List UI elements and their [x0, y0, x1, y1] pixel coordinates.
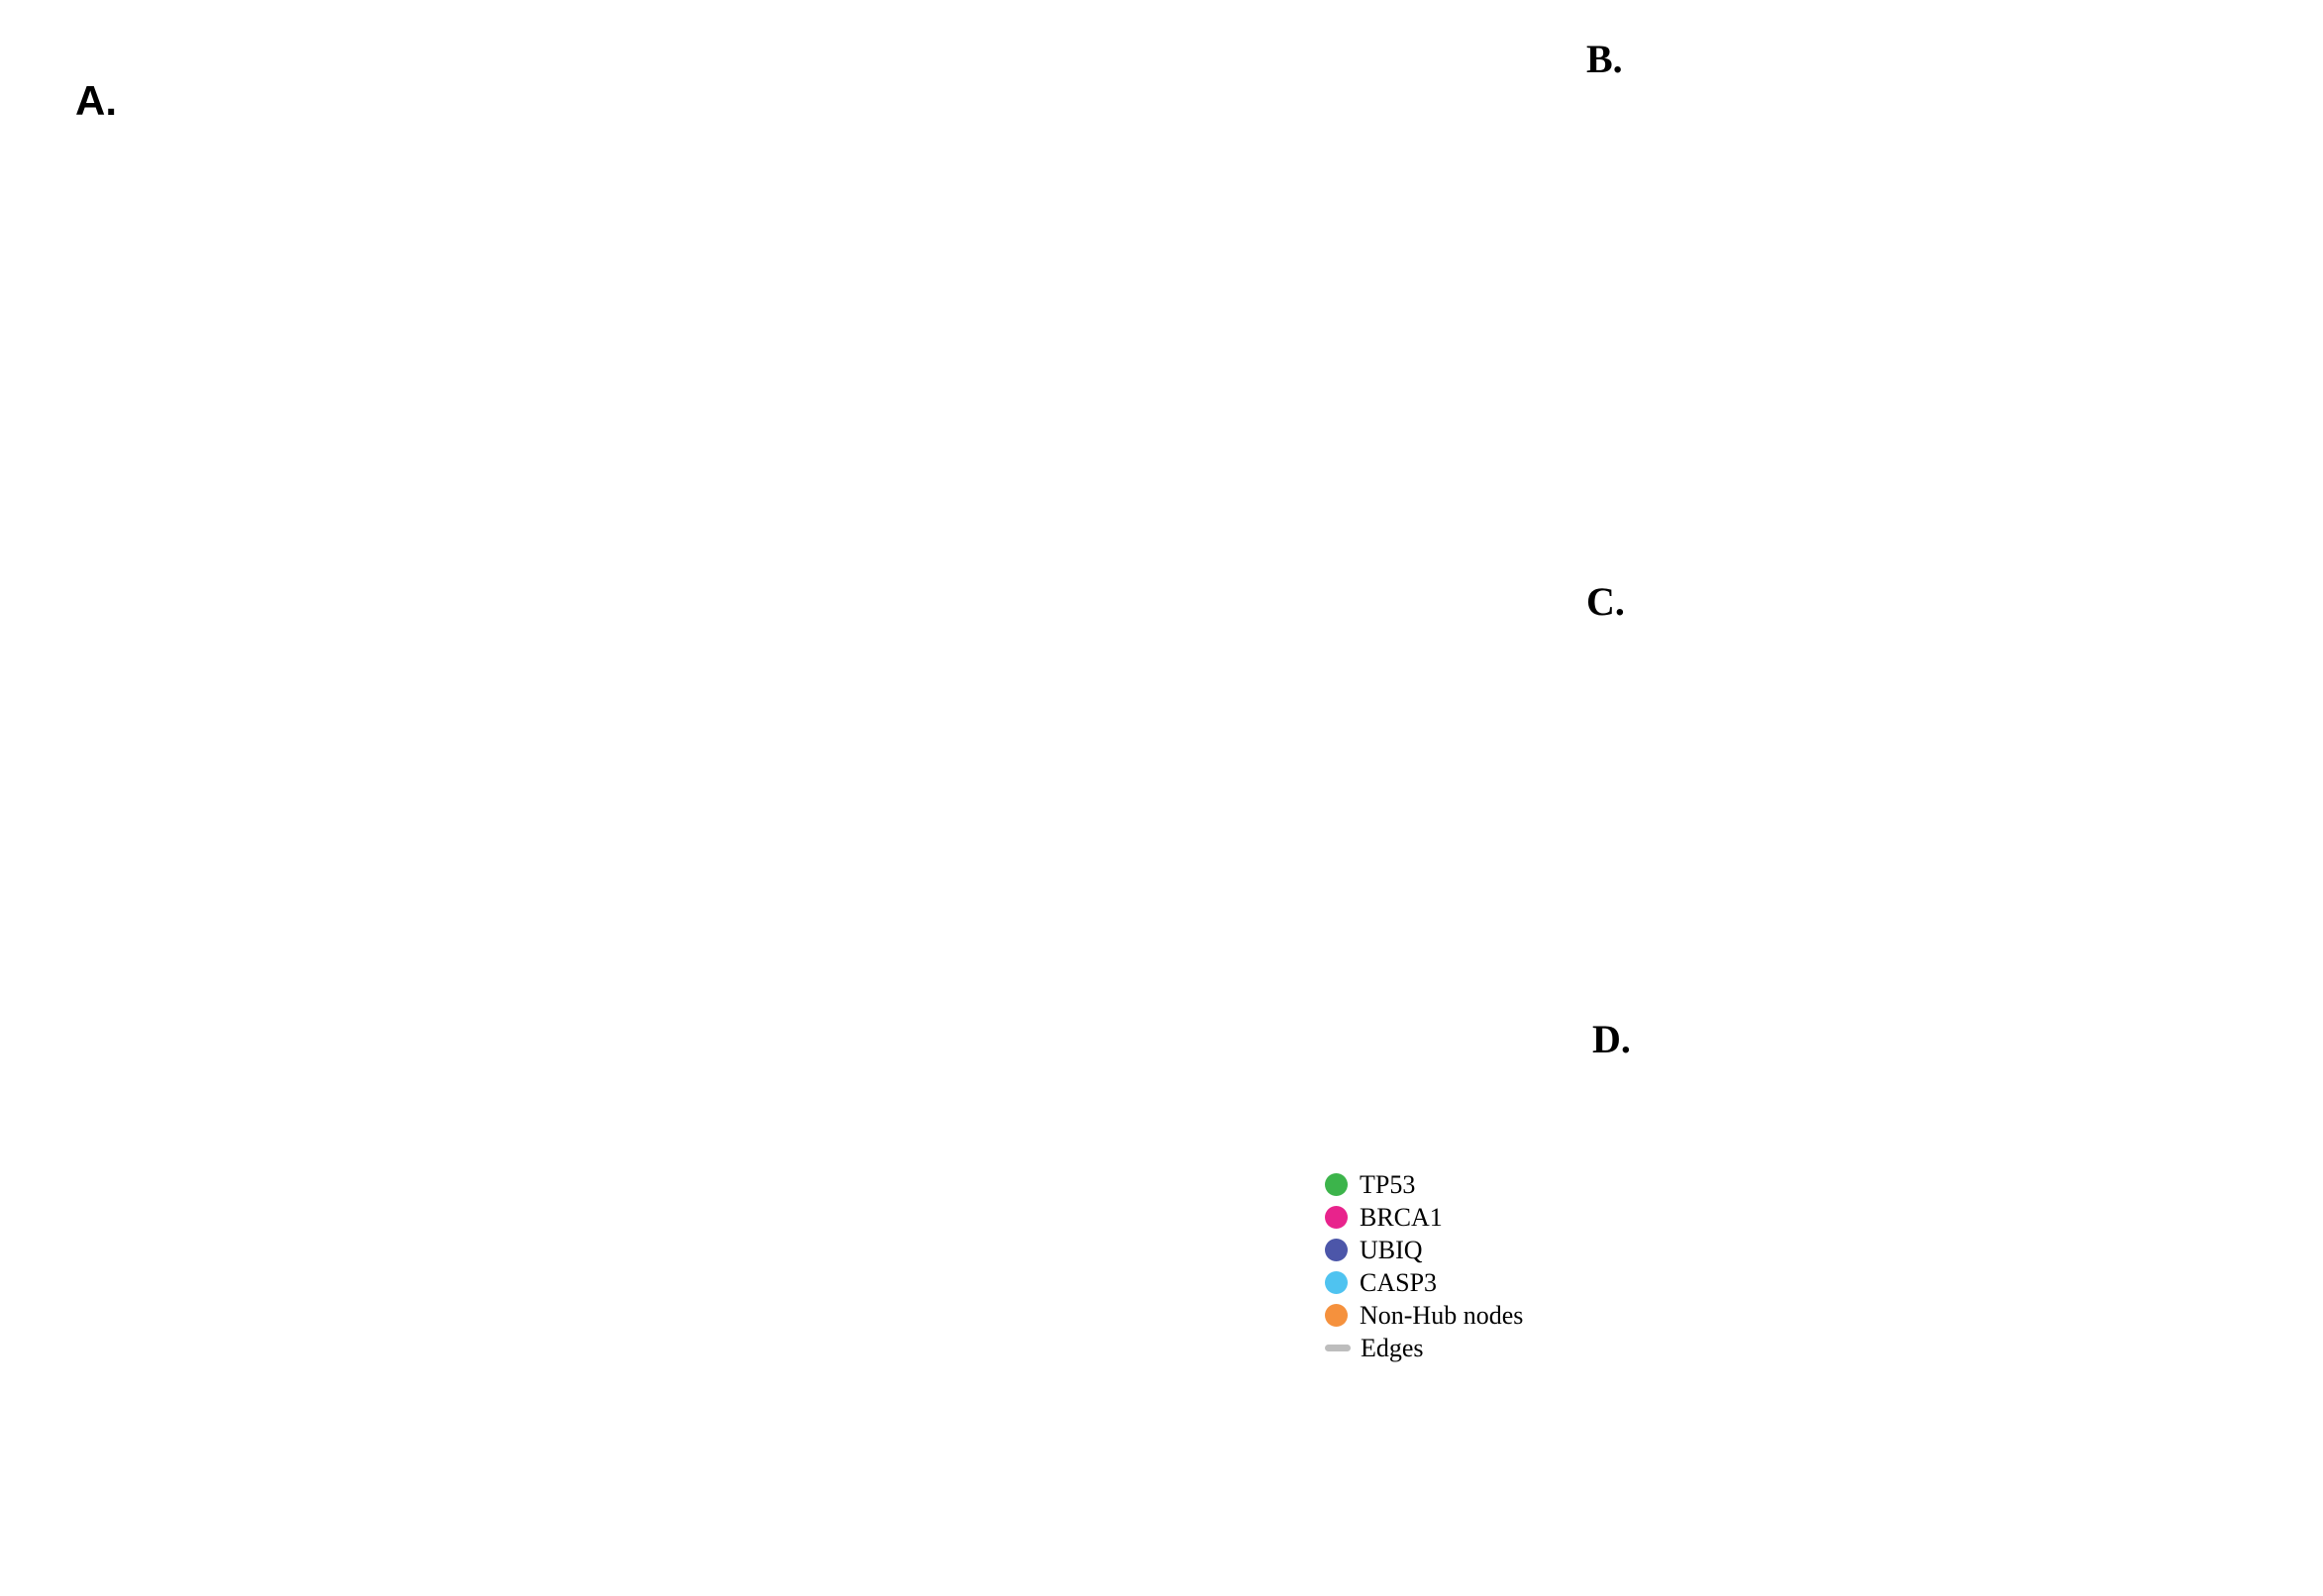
brca1-dot-icon	[1325, 1206, 1348, 1229]
legend-item-brca1: BRCA1	[1325, 1201, 1523, 1234]
legend-label: Non-Hub nodes	[1360, 1300, 1524, 1330]
ubiq-dot-icon	[1325, 1239, 1348, 1261]
legend-item-tp53: TP53	[1325, 1168, 1523, 1201]
tp53-dot-icon	[1325, 1173, 1348, 1196]
legend-item-ubiq: UBIQ	[1325, 1234, 1523, 1266]
legend-label: UBIQ	[1360, 1235, 1423, 1264]
panel-c-label: C.	[1586, 579, 1625, 624]
legend-label: TP53	[1360, 1169, 1416, 1199]
legend-item-edges: Edges	[1325, 1332, 1523, 1364]
legend-label: BRCA1	[1360, 1202, 1443, 1232]
panel-b-label: B.	[1586, 37, 1623, 81]
casp3-dot-icon	[1325, 1271, 1348, 1294]
legend-label: Edges	[1361, 1333, 1424, 1362]
edge-line-icon	[1325, 1345, 1351, 1351]
legend-item-casp3: CASP3	[1325, 1266, 1523, 1299]
panel-d-label: D.	[1592, 1017, 1631, 1061]
nonhub-dot-icon	[1325, 1304, 1348, 1327]
panel-a-label: A.	[75, 77, 117, 124]
network-legend: TP53 BRCA1 UBIQ CASP3 Non-Hub nodes Edge…	[1325, 1168, 1523, 1364]
legend-item-nonhub: Non-Hub nodes	[1325, 1299, 1523, 1332]
legend-label: CASP3	[1360, 1267, 1438, 1297]
